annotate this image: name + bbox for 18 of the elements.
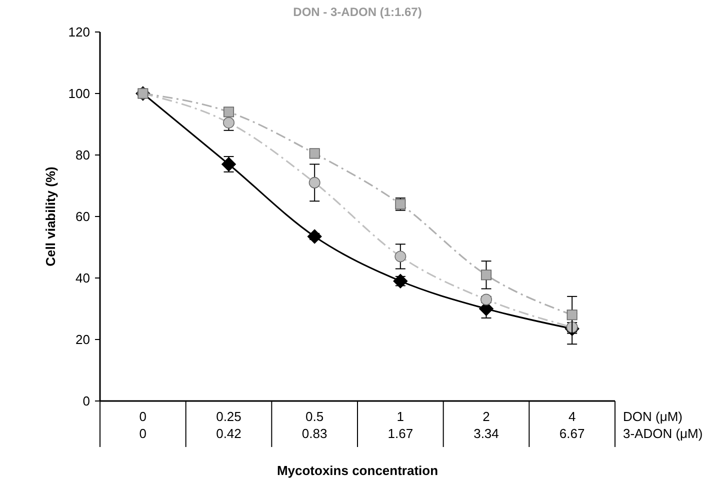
chart-title: DON - 3-ADON (1:1.67) — [293, 5, 422, 19]
y-tick-label: 80 — [76, 148, 90, 163]
text: 3-ADON (μM) — [623, 426, 703, 441]
x-axis-title: Mycotoxins concentration — [276, 463, 438, 478]
y-tick-label: 20 — [76, 332, 90, 348]
y-tick-label: 40 — [76, 270, 90, 286]
x-tick-label: 0.5 0.83 — [302, 409, 328, 441]
x-tick-label: 4 6.67 — [559, 409, 585, 441]
y-tick-label: 120 — [68, 24, 90, 40]
x-tick-label: 0 0 — [139, 409, 147, 441]
x-tick-label: 1 1.67 — [388, 409, 414, 441]
y-axis-title: Cell viability (%) — [43, 166, 58, 266]
y-tick-label: 0 — [82, 394, 90, 409]
y-tick-label: 100 — [68, 86, 90, 102]
x-tick-label: 2 3.34 — [474, 409, 499, 441]
y-tick-label: 60 — [76, 209, 90, 224]
x-tick-label: 0.25 0.42 — [216, 409, 242, 441]
text: DON (μM) — [623, 409, 682, 424]
